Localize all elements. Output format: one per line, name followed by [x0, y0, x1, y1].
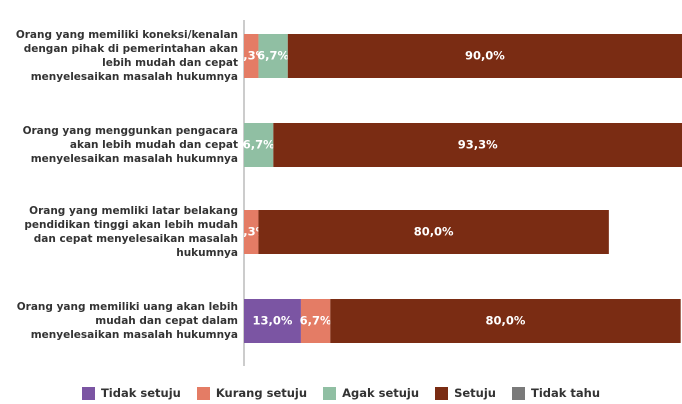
bar-segment — [258, 210, 609, 254]
legend-item: Setuju — [435, 386, 496, 400]
plot: 3,3%6,7% 90,0%6,7% 93,3%3,3% 80,0%13,0% 6,7%… — [243, 20, 682, 366]
category-label: Orang yang memliki latar belakang pendid… — [24, 205, 238, 259]
bar-segment — [244, 34, 259, 78]
legend-swatch — [323, 386, 337, 400]
value-label: 6,7% — [257, 49, 289, 63]
bar-segment — [300, 299, 331, 343]
legend-label: Agak setuju — [342, 386, 420, 400]
legend-item: Agak setuju — [323, 386, 419, 400]
bar-segment — [258, 34, 288, 78]
value-label: 80,0% — [486, 314, 526, 328]
category-label: Orang yang memiliki uang akan lebih muda… — [16, 301, 238, 341]
legend-label: Setuju — [454, 386, 496, 400]
value-label: 6,7% — [243, 138, 275, 152]
legend-item: Tidak tahu — [511, 386, 601, 400]
bar-segment — [287, 34, 682, 78]
legend-swatch — [81, 386, 95, 400]
legend-swatch — [511, 386, 525, 400]
legend-swatch — [196, 386, 210, 400]
legend-label: Tidak setuju — [100, 386, 181, 400]
value-label: 6,7% — [300, 314, 332, 328]
value-label: 93,3% — [458, 138, 498, 152]
value-label: 90,0% — [465, 49, 505, 63]
value-label: 80,0% — [414, 225, 454, 239]
category-label: Orang yang menggunkan pengacara akan leb… — [22, 125, 238, 165]
legend-label: Tidak tahu — [530, 386, 601, 400]
legend-item: Kurang setuju — [196, 386, 308, 400]
bar-segment — [244, 210, 259, 254]
bar-segment — [273, 123, 682, 167]
legend-label: Kurang setuju — [215, 386, 308, 400]
category-label: Orang yang memiliki koneksi/kenalan deng… — [15, 29, 238, 83]
bar-segment — [244, 299, 301, 343]
bar-segment — [330, 299, 681, 343]
legend: Tidak setuju Kurang setuju Agak setuju Setu… — [0, 386, 682, 400]
value-label: 13,0% — [253, 314, 293, 328]
legend-swatch — [435, 386, 449, 400]
bar-segment — [244, 123, 274, 167]
legend-item: Tidak setuju — [81, 386, 181, 400]
